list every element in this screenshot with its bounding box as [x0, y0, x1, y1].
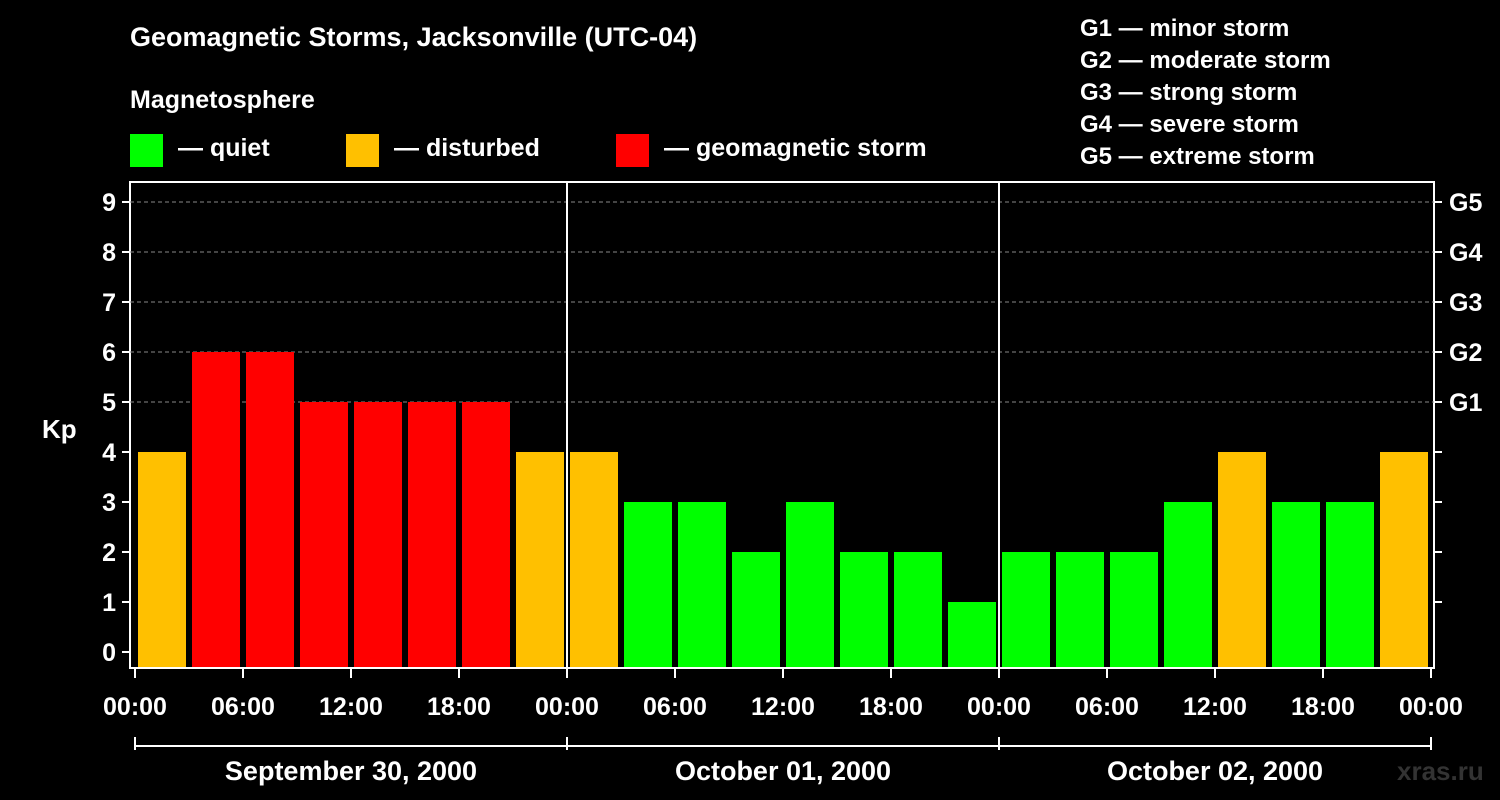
y-tick-label: 5	[102, 389, 116, 417]
g-scale-label: G5	[1449, 189, 1482, 217]
kp-bar	[246, 352, 294, 667]
day-label: October 02, 2000	[1107, 756, 1323, 786]
y-tick-label: 9	[102, 189, 116, 217]
x-tick-label: 12:00	[751, 693, 815, 721]
kp-bar	[570, 452, 618, 667]
x-tick-label: 06:00	[211, 693, 275, 721]
legend-label-quiet: — quiet	[178, 134, 270, 162]
x-tick-label: 00:00	[967, 693, 1031, 721]
kp-bar	[786, 502, 834, 667]
kp-bar	[1002, 552, 1050, 667]
storm-scale-g5: G5 — extreme storm	[1080, 143, 1315, 170]
storm-scale-g2: G2 — moderate storm	[1080, 47, 1331, 74]
legend-label-disturbed: — disturbed	[394, 134, 540, 162]
kp-bar	[624, 502, 672, 667]
kp-bar	[678, 502, 726, 667]
day-label: September 30, 2000	[225, 756, 477, 786]
kp-bar	[1218, 452, 1266, 667]
legend-swatch-storm	[616, 134, 649, 167]
kp-bar	[1326, 502, 1374, 667]
y-axis-label: Kp	[42, 414, 77, 444]
x-tick-label: 12:00	[1183, 693, 1247, 721]
storm-scale-g1: G1 — minor storm	[1080, 15, 1290, 42]
kp-bar	[516, 452, 564, 667]
x-tick-label: 18:00	[859, 693, 923, 721]
y-tick-label: 0	[102, 639, 116, 667]
kp-bar	[300, 402, 348, 667]
y-tick-label: 8	[102, 239, 116, 267]
y-tick-label: 3	[102, 489, 116, 517]
x-tick-label: 00:00	[1399, 693, 1463, 721]
kp-bar	[732, 552, 780, 667]
x-tick-label: 12:00	[319, 693, 383, 721]
x-tick-label: 06:00	[1075, 693, 1139, 721]
kp-bar	[1380, 452, 1428, 667]
x-tick-label: 00:00	[103, 693, 167, 721]
g-scale-label: G2	[1449, 339, 1482, 367]
chart-title: Geomagnetic Storms, Jacksonville (UTC-04…	[130, 22, 698, 52]
y-tick-label: 6	[102, 339, 116, 367]
kp-bar	[1110, 552, 1158, 667]
kp-bar	[354, 402, 402, 667]
legend-heading: Magnetosphere	[130, 86, 315, 114]
y-tick-label: 2	[102, 539, 116, 567]
kp-bar	[840, 552, 888, 667]
storm-scale-g4: G4 — severe storm	[1080, 111, 1299, 138]
x-tick-label: 00:00	[535, 693, 599, 721]
kp-bar	[894, 552, 942, 667]
g-scale-label: G4	[1449, 239, 1482, 267]
y-tick-label: 7	[102, 289, 116, 317]
y-tick-label: 1	[102, 589, 116, 617]
x-tick-label: 18:00	[427, 693, 491, 721]
storm-scale-g3: G3 — strong storm	[1080, 79, 1298, 106]
kp-bar	[948, 602, 996, 667]
legend-label-storm: — geomagnetic storm	[664, 134, 927, 162]
legend-swatch-quiet	[130, 134, 163, 167]
g-scale-label: G1	[1449, 389, 1482, 417]
day-label: October 01, 2000	[675, 756, 891, 786]
kp-bar	[1056, 552, 1104, 667]
y-tick-label: 4	[102, 439, 116, 467]
x-tick-label: 06:00	[643, 693, 707, 721]
x-tick-label: 18:00	[1291, 693, 1355, 721]
watermark: xras.ru	[1397, 756, 1484, 786]
kp-bar	[408, 402, 456, 667]
g-scale-label: G3	[1449, 289, 1482, 317]
legend-swatch-disturbed	[346, 134, 379, 167]
kp-bar	[192, 352, 240, 667]
kp-bar	[138, 452, 186, 667]
kp-bar	[1272, 502, 1320, 667]
kp-bar	[462, 402, 510, 667]
kp-bar	[1164, 502, 1212, 667]
